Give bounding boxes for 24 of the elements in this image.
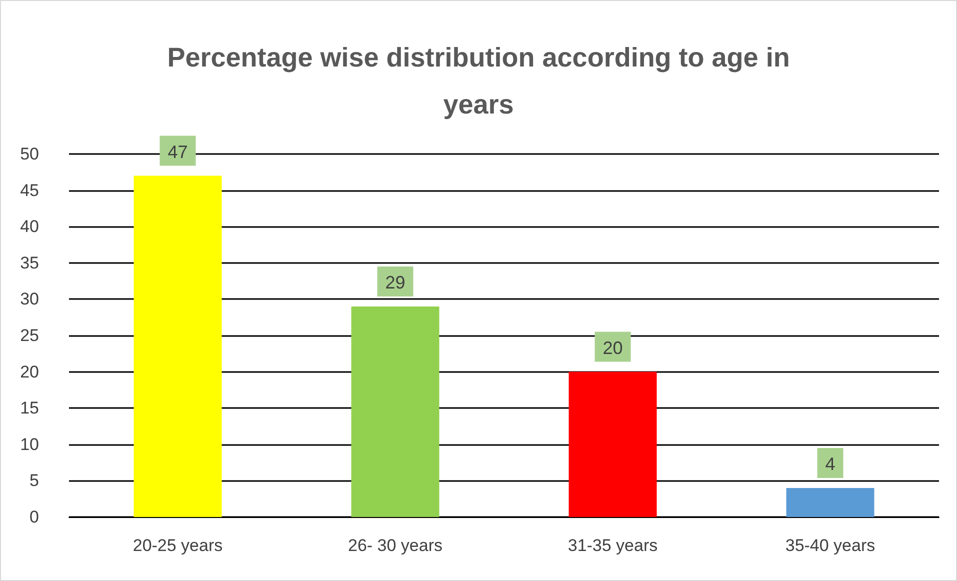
bar: [786, 488, 874, 517]
x-tick-label: 35-40 years: [785, 536, 876, 555]
y-tick-label: 50: [20, 144, 39, 164]
data-label: 47: [168, 142, 188, 162]
data-label: 29: [385, 272, 406, 292]
data-label: 4: [825, 454, 836, 474]
x-tick-label: 20-25 years: [132, 536, 223, 555]
y-tick-label: 25: [20, 326, 39, 345]
x-tick-label: 31-35 years: [568, 536, 658, 555]
data-label: 20: [602, 338, 623, 358]
y-tick-label: 45: [20, 180, 39, 200]
y-tick-label: 15: [20, 398, 39, 418]
y-tick-label: 30: [20, 290, 39, 309]
bar: [568, 372, 657, 517]
x-tick-label: 26- 30 years: [348, 536, 442, 555]
y-tick-label: 5: [30, 471, 39, 490]
bar: [134, 176, 222, 517]
chart-title: Percentage wise distribution according to age in years: [167, 42, 790, 120]
y-tick-label: 10: [20, 434, 39, 454]
y-tick-label: 20: [20, 362, 39, 382]
y-tick-label: 35: [20, 253, 39, 272]
bar: [351, 306, 440, 517]
y-tick-label: 0: [30, 508, 39, 526]
y-tick-label: 40: [20, 217, 39, 236]
